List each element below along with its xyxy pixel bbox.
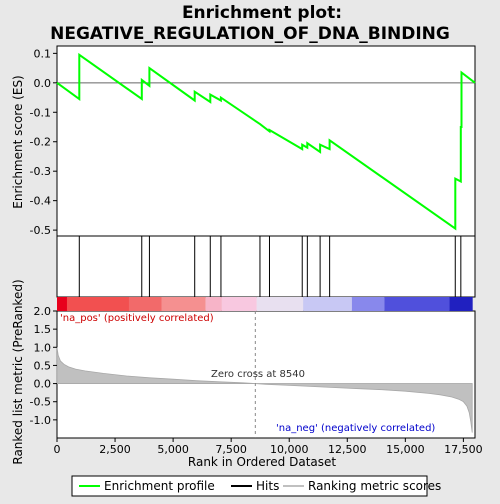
zero-cross-label: Zero cross at 8540	[211, 369, 305, 380]
colorbar-segment	[384, 297, 450, 311]
colorbar-segment	[303, 297, 352, 311]
metric-ylabel: Ranked list metric (PreRanked)	[11, 279, 25, 464]
chart-title-line2: NEGATIVE_REGULATION_OF_DNA_BINDING	[50, 24, 450, 44]
metric-ytick-label: 0.0	[34, 378, 52, 391]
neg-label: 'na_neg' (negatively correlated)	[276, 423, 435, 434]
chart-title-line1: Enrichment plot:	[182, 3, 342, 23]
colorbar-segment	[205, 297, 222, 311]
x-tick-label: 17,500	[444, 443, 483, 456]
x-tick-label: 12,500	[328, 443, 367, 456]
colorbar-segment	[221, 297, 257, 311]
metric-ytick-label: 1.0	[34, 341, 52, 354]
x-axis-label: Rank in Ordered Dataset	[188, 455, 336, 469]
metric-ytick-label: -1.0	[30, 414, 51, 427]
colorbar-segment	[57, 297, 67, 311]
colorbar-segment	[128, 297, 162, 311]
x-tick-label: 7,500	[215, 443, 247, 456]
pos-label: 'na_pos' (positively correlated)	[60, 313, 214, 324]
colorbar-segment	[449, 297, 473, 311]
metric-ytick-label: 0.5	[34, 359, 52, 372]
colorbar-segment	[161, 297, 206, 311]
metric-ytick-label: 2.0	[34, 305, 52, 318]
es-ytick-label: -0.5	[30, 224, 51, 237]
legend-hits-label: Hits	[256, 479, 279, 493]
es-ytick-label: -0.1	[30, 106, 51, 119]
hits-panel	[56, 235, 476, 298]
colorbar-segment	[256, 297, 304, 311]
es-ytick-label: 0.1	[34, 47, 52, 60]
es-ytick-label: 0.0	[34, 77, 52, 90]
es-enrichment-line	[56, 52, 476, 231]
ranking-metric-area	[56, 347, 473, 433]
metric-panel	[56, 310, 476, 439]
colorbar-segment	[351, 297, 385, 311]
es-ylabel: Enrichment score (ES)	[11, 75, 25, 208]
metric-ytick-label: -0.5	[30, 396, 51, 409]
es-ytick-label: -0.3	[30, 165, 51, 178]
x-tick-label: 10,000	[270, 443, 309, 456]
es-ytick-label: -0.2	[30, 136, 51, 149]
legend-metric-label: Ranking metric scores	[308, 479, 441, 493]
metric-ytick-label: 1.5	[34, 323, 52, 336]
legend-enrichment-label: Enrichment profile	[104, 479, 215, 493]
x-tick-label: 5,000	[157, 443, 189, 456]
es-ytick-label: -0.4	[30, 195, 51, 208]
x-tick-label: 15,000	[386, 443, 425, 456]
es-panel	[56, 45, 476, 237]
x-tick-label: 0	[54, 443, 61, 456]
colorbar-segment	[66, 297, 129, 311]
x-tick-label: 2,500	[99, 443, 131, 456]
